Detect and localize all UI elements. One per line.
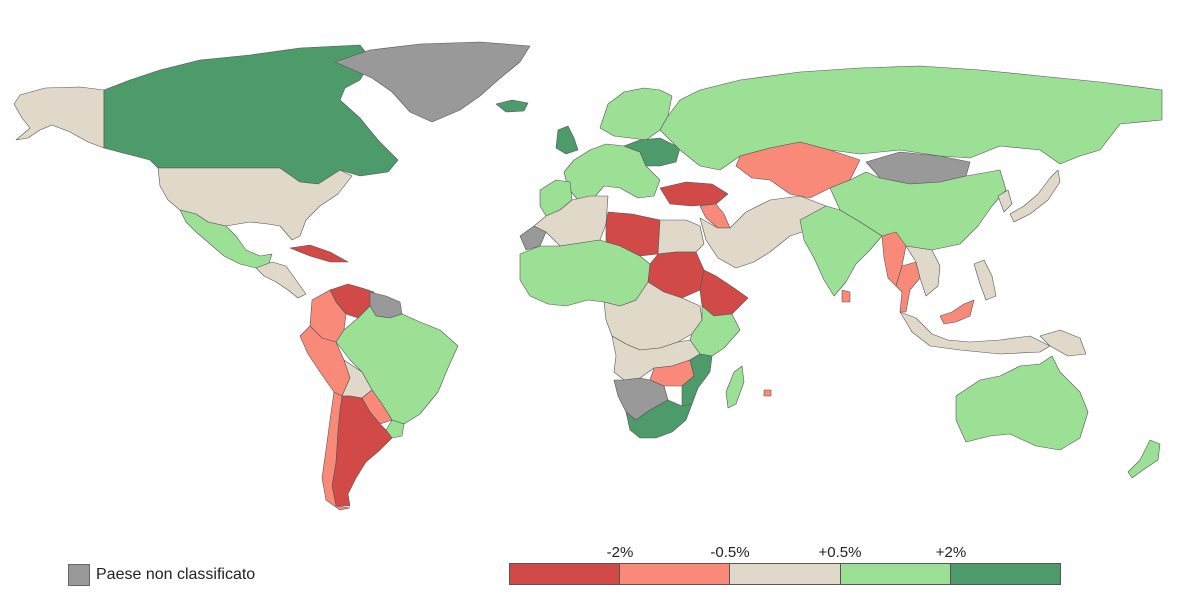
region-australia[interactable]	[955, 355, 1089, 451]
region-greenland[interactable]	[334, 41, 531, 123]
scale-box-strong-decline	[510, 564, 621, 584]
region-turkey[interactable]	[659, 181, 729, 207]
region-central-america[interactable]	[255, 261, 307, 299]
region-sri-lanka[interactable]	[841, 289, 851, 303]
legend-unclassified: Paese non classificato	[68, 563, 255, 587]
region-uk[interactable]	[555, 125, 579, 155]
unclassified-swatch	[68, 564, 90, 586]
region-south-africa[interactable]	[625, 399, 693, 439]
scale-tick-label: -0.5%	[710, 544, 750, 561]
region-indochina[interactable]	[905, 245, 941, 297]
world-map	[13, 41, 1163, 511]
scale-tick-label: +2%	[935, 544, 967, 561]
region-indonesia[interactable]	[899, 311, 1051, 355]
region-india[interactable]	[799, 205, 883, 297]
region-central-europe[interactable]	[623, 137, 681, 167]
region-japan[interactable]	[1009, 169, 1061, 223]
region-malaysia[interactable]	[939, 299, 975, 325]
region-western-sahara[interactable]	[519, 225, 547, 251]
region-cuba[interactable]	[289, 244, 349, 263]
region-papua-new-guinea[interactable]	[1039, 329, 1087, 357]
region-ethiopia[interactable]	[699, 269, 749, 317]
region-new-zealand[interactable]	[1127, 439, 1161, 479]
region-philippines[interactable]	[973, 259, 997, 301]
scale-box-decline	[620, 564, 731, 584]
region-mozambique[interactable]	[681, 353, 713, 407]
region-western-europe[interactable]	[563, 143, 661, 201]
region-uruguay[interactable]	[385, 419, 405, 439]
region-madagascar[interactable]	[725, 365, 745, 409]
scale-box-stable	[730, 564, 841, 584]
scale-tick-label: -2%	[606, 544, 634, 561]
scale-box-growth	[840, 564, 951, 584]
scale-box-strong-growth	[950, 564, 1061, 584]
color-scale	[509, 563, 1061, 585]
scale-tick-label: +0.5%	[818, 544, 862, 561]
region-mexico[interactable]	[179, 209, 273, 269]
region-korea[interactable]	[997, 189, 1013, 213]
region-chile[interactable]	[321, 391, 351, 511]
region-mauritius[interactable]	[763, 389, 772, 397]
unclassified-label: Paese non classificato	[96, 566, 256, 583]
region-alaska[interactable]	[13, 86, 105, 149]
region-scandinavia[interactable]	[599, 87, 673, 141]
region-iceland[interactable]	[495, 99, 529, 113]
region-egypt[interactable]	[657, 219, 705, 255]
